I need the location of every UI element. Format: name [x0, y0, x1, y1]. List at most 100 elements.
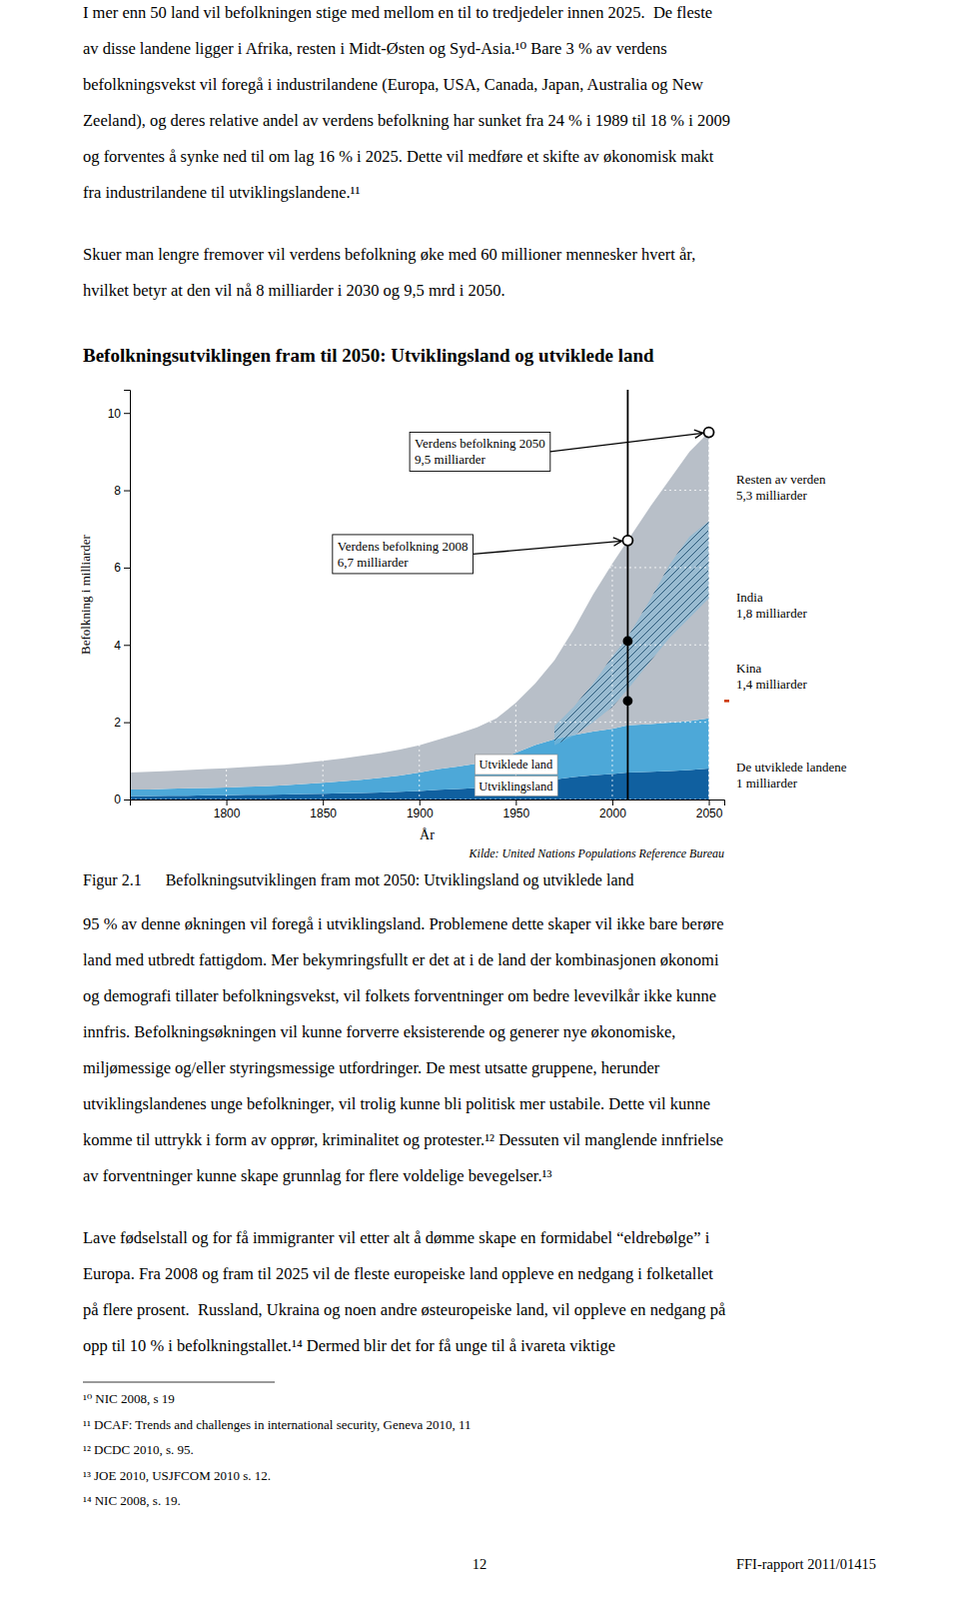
y-tick-label: 4 [113, 638, 121, 653]
reference-line [627, 389, 630, 800]
key-point [623, 696, 632, 705]
right-label: India1,8 milliarder [736, 589, 808, 621]
series-label: Utviklede land [474, 754, 558, 775]
body-text: utviklingslandenes unge befolkninger, vi… [82, 1093, 711, 1113]
x-tick-label: 1800 [213, 806, 241, 821]
x-tick-label: 1950 [503, 806, 531, 821]
series-label: Utviklingsland [474, 776, 558, 797]
body-text: og forventes å synke ned til om lag 16 %… [82, 146, 715, 166]
body-text: opp til 10 % i befolkningstallet.¹⁴ Derm… [82, 1335, 616, 1355]
right-label: Kina1,4 milliarder [736, 660, 808, 692]
y-tick-mark [123, 490, 130, 492]
y-tick-mark [123, 567, 130, 569]
x-tick-mark [612, 799, 614, 806]
body-text: Lave fødselstall og for få immigranter v… [82, 1227, 711, 1247]
body-text: på flere prosent. Russland, Ukraina og n… [82, 1299, 727, 1319]
grid-line-y [129, 489, 725, 491]
x-tick-mark [226, 799, 228, 806]
grid-line-y [129, 721, 725, 723]
key-point [704, 427, 715, 438]
annotation-arrow [550, 432, 704, 452]
body-text: miljømessige og/eller styringsmessige ut… [82, 1057, 661, 1077]
y-tick-label: 8 [113, 483, 121, 498]
x-tick-mark [515, 799, 517, 806]
y-tick: 4 [113, 638, 130, 653]
y-tick-mark [123, 722, 130, 724]
y-tick-label: 0 [113, 792, 121, 807]
right-label: De utviklede landene1 milliarder [736, 759, 848, 791]
x-tick: 1800 [213, 799, 241, 821]
grid-line-x [611, 389, 613, 800]
body-text: av disse landene ligger i Afrika, resten… [82, 38, 668, 58]
footnote: ¹¹ DCAF: Trends and challenges in intern… [82, 1416, 471, 1432]
y-axis-line [123, 390, 131, 801]
y-tick: 2 [113, 715, 130, 730]
y-tick-label: 10 [107, 406, 122, 421]
body-text: innfris. Befolkningsøkningen vil kunne f… [82, 1021, 676, 1041]
edge-mark [724, 699, 730, 703]
grid-line-x [322, 389, 324, 800]
annotation: Verdens befolkning 20086,7 milliarder [332, 534, 623, 574]
body-text: Zeeland), og deres relative andel av ver… [82, 110, 731, 130]
hatched-band [554, 521, 710, 746]
annotation-box [409, 431, 551, 471]
x-tick: 2050 [696, 799, 724, 821]
annotation-text: Verdens befolkning 20086,7 milliarder [337, 538, 469, 570]
annotation-text: Verdens befolkning 20509,5 milliarder [414, 435, 546, 467]
y-axis-title: Befolkning i milliarder [77, 533, 93, 655]
page: I mer enn 50 land vil befolkningen stige… [0, 0, 959, 1600]
x-tick-label: 2050 [696, 806, 724, 821]
x-tick-label: 1850 [309, 806, 337, 821]
y-tick-label: 6 [113, 560, 121, 575]
grid-line-y [129, 644, 725, 646]
y-tick-label: 2 [113, 715, 121, 730]
series-label-box [474, 754, 558, 775]
body-text: befolkningsvekst vil foregå i industrila… [82, 74, 704, 94]
x-tick: 1950 [503, 799, 531, 821]
annotation: Verdens befolkning 20509,5 milliarder [409, 431, 703, 471]
x-tick-label: 1900 [406, 806, 434, 821]
chart-source: Kilde: United Nations Populations Refere… [468, 846, 725, 861]
body-text: 95 % av denne økningen vil foregå i utvi… [82, 914, 724, 934]
page-label: FFI-rapport 2011/01415 [736, 1555, 877, 1572]
series-label-box [474, 776, 558, 797]
body-text: I mer enn 50 land vil befolkningen stige… [82, 2, 713, 22]
annotation-box [332, 534, 474, 574]
footnote: ¹⁴ NIC 2008, s. 19. [82, 1492, 181, 1508]
x-axis-title: År [419, 827, 435, 843]
key-point [622, 535, 633, 546]
y-tick: 0 [113, 792, 130, 807]
plot-area [129, 389, 725, 800]
footnote-rule [82, 1381, 275, 1383]
body-text: av forventninger kunne skape grunnlag fo… [82, 1165, 552, 1185]
x-axis: 1800 1850 1900 1950 2000 2050 [130, 799, 726, 821]
body-text: fra industrilandene til utviklingslanden… [82, 182, 361, 202]
y-tick: 6 [113, 560, 130, 575]
footnote: ¹³ JOE 2010, USJFCOM 2010 s. 12. [82, 1467, 271, 1483]
key-point [623, 636, 632, 645]
x-tick: 1850 [309, 799, 337, 821]
x-tick-mark [709, 799, 711, 806]
x-tick: 2000 [599, 799, 627, 821]
y-tick: 8 [113, 483, 130, 498]
page-number: 12 [472, 1555, 488, 1572]
grid-line-y [129, 412, 725, 414]
y-axis: 0 2 4 6 8 10 [107, 390, 131, 808]
footnote: ¹² DCDC 2010, s. 95. [82, 1441, 194, 1457]
body-text: komme til uttrykk i form av opprør, krim… [82, 1129, 724, 1149]
grid-line-y [129, 799, 725, 801]
x-tick-label: 2000 [599, 806, 627, 821]
body-text: Europa. Fra 2008 og fram til 2025 vil de… [82, 1263, 714, 1283]
y-tick-mark [123, 799, 130, 801]
y-tick: 10 [107, 406, 130, 421]
body-text: land med utbredt fattigdom. Mer bekymrin… [82, 950, 720, 969]
x-tick: 1900 [406, 799, 434, 821]
figure-caption: Figur 2.1 Befolkningsutviklingen fram mo… [82, 871, 635, 890]
right-label: Resten av verden5,3 milliarder [736, 471, 827, 503]
body-text: Skuer man lengre fremover vil verdens be… [82, 244, 696, 264]
body-text: og demografi tillater befolkningsvekst, … [82, 985, 717, 1005]
x-axis-line [130, 800, 726, 807]
body-text: hvilket betyr at den vil nå 8 milliarder… [82, 280, 506, 300]
x-tick-mark [419, 799, 421, 806]
x-tick-mark [322, 799, 324, 806]
